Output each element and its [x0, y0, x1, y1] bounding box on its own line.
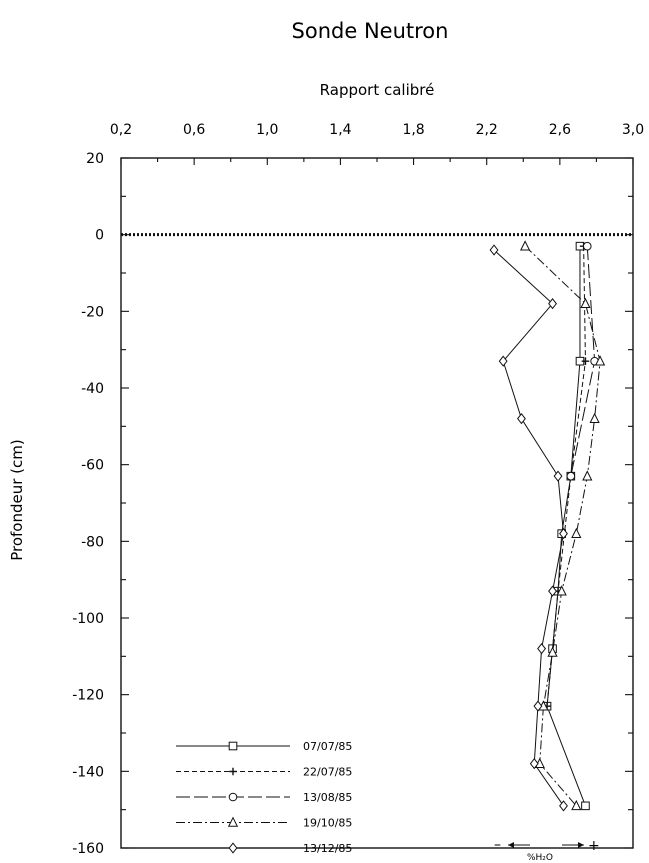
legend-marker	[229, 767, 237, 776]
y-axis-label: Profondeur (cm)	[8, 439, 26, 561]
data-point	[580, 297, 591, 308]
legend-marker	[228, 741, 238, 751]
series-line	[524, 245, 601, 807]
data-point	[547, 646, 558, 657]
legend: 07/07/85 22/07/85 13/08/85 19/10/85 13/12/85	[176, 740, 352, 855]
x-tick-label: 3,0	[622, 122, 644, 138]
series-line	[546, 246, 586, 707]
data-point	[556, 585, 567, 596]
axis-ticks: 0,2 0,6 1,0 1,4 1,8 2,2 2,6 3,0 20 0 -20 -40 -60 -80 -…	[72, 122, 644, 857]
y-tick-label: -120	[72, 688, 104, 704]
data-point	[489, 244, 499, 256]
legend-label: 22/07/85	[303, 766, 352, 779]
data-point	[537, 643, 547, 655]
data-point	[582, 470, 593, 481]
right-arrow-head	[578, 842, 584, 848]
chart-title: Sonde Neutron	[292, 19, 449, 43]
x-tick-label: 1,8	[402, 122, 424, 138]
plot-frame	[120, 157, 634, 849]
y-tick-label: -60	[81, 458, 104, 474]
y-tick-label: 0	[95, 228, 104, 244]
series-diamond	[489, 244, 568, 812]
moisture-annotation: – + %H₂O	[494, 837, 600, 863]
legend-label: 19/10/85	[303, 817, 352, 830]
data-point	[589, 412, 600, 423]
series-group	[489, 240, 606, 812]
x-tick-label: 2,6	[549, 122, 571, 138]
series-square	[542, 241, 590, 811]
legend-label: 07/07/85	[303, 740, 352, 753]
moisture-label: %H₂O	[527, 853, 553, 863]
data-point	[517, 413, 526, 425]
x-tick-label: 0,6	[183, 122, 205, 138]
left-arrow-head	[508, 842, 514, 848]
series-triangle	[520, 240, 606, 811]
data-point	[559, 800, 568, 812]
data-point	[566, 471, 576, 481]
x-tick-label: 1,0	[256, 122, 278, 138]
minus-sign: –	[494, 837, 501, 853]
data-point	[498, 355, 508, 367]
x-tick-label: 0,2	[110, 122, 132, 138]
legend-marker	[228, 792, 238, 802]
y-tick-label: -160	[72, 841, 104, 857]
data-point	[571, 527, 582, 538]
y-tick-label: -20	[81, 304, 104, 320]
data-point	[581, 801, 590, 811]
data-point	[581, 357, 590, 365]
series-circle	[566, 241, 599, 481]
data-point	[594, 355, 606, 366]
y-tick-label: -80	[81, 534, 104, 550]
plus-sign: +	[588, 838, 600, 854]
data-point	[548, 298, 557, 310]
y-tick-label: -100	[72, 611, 104, 627]
series-line	[546, 246, 586, 807]
series-plus	[543, 242, 590, 710]
data-point	[559, 528, 568, 540]
x-axis-label: Rapport calibré	[320, 81, 435, 99]
data-point	[548, 585, 557, 597]
legend-label: 13/12/85	[303, 842, 352, 855]
y-tick-label: -140	[72, 764, 104, 780]
y-tick-label: 20	[86, 151, 104, 167]
legend-label: 13/08/85	[303, 791, 352, 804]
data-point	[529, 758, 539, 770]
legend-marker	[227, 816, 239, 827]
y-tick-label: -40	[81, 381, 104, 397]
x-tick-label: 2,2	[476, 122, 498, 138]
data-point	[520, 240, 531, 251]
data-point	[582, 241, 592, 251]
legend-marker	[228, 842, 238, 854]
x-tick-label: 1,4	[329, 122, 351, 138]
data-point	[571, 799, 582, 811]
data-point	[533, 700, 543, 712]
data-point	[553, 470, 563, 482]
